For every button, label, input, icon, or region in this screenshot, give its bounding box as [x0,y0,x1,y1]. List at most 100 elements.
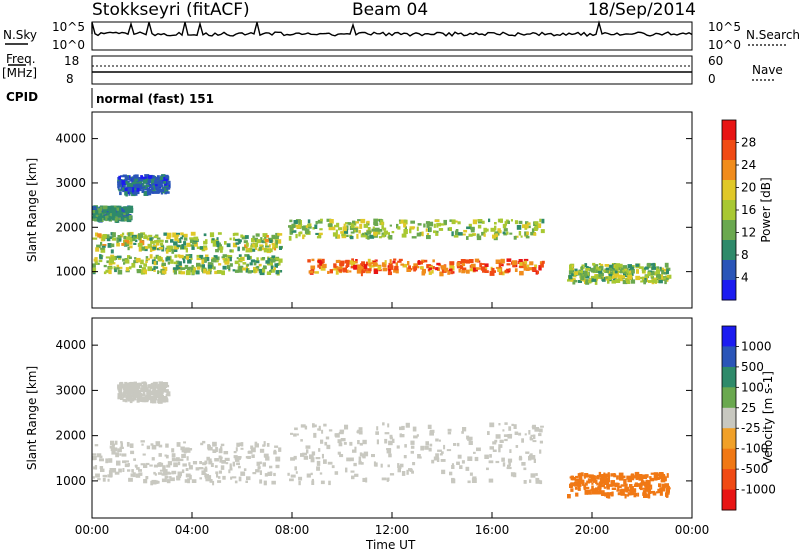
heatmap-cell [296,224,301,229]
heatmap-cell [129,390,135,395]
heatmap-cell [461,233,466,236]
heatmap-cell [166,256,171,261]
heatmap-cell [122,174,127,177]
heatmap-cell [210,463,214,467]
heatmap-cell [136,398,140,403]
heatmap-cell [250,447,256,453]
heatmap-cell [161,478,167,483]
heatmap-cell [129,256,132,259]
heatmap-cell [378,229,383,232]
heatmap-cell [108,470,113,475]
heatmap-cell [120,441,123,444]
heatmap-cell [498,423,501,426]
heatmap-cell [171,249,175,254]
heatmap-cell [610,494,614,497]
heatmap-cell [387,271,392,276]
heatmap-cell [518,259,523,263]
heatmap-cell [525,235,530,239]
heatmap-cell [196,254,202,258]
heatmap-cell [435,267,439,271]
heatmap-cell [198,264,204,268]
heatmap-cell [321,258,325,264]
heatmap-cell [435,438,439,442]
heatmap-cell [321,263,327,269]
heatmap-cell [146,258,150,261]
heatmap-cell [154,396,158,401]
heatmap-cell [277,233,283,236]
heatmap-cell [264,454,268,458]
heatmap-cell [462,427,467,432]
heatmap-cell [120,396,123,400]
heatmap-cell [619,476,624,481]
heatmap-cell [498,447,501,453]
heatmap-cell [635,263,640,267]
heatmap-cell [346,457,351,462]
heatmap-cell [184,264,189,269]
heatmap-cell [600,276,603,280]
heatmap-cell [111,216,117,221]
heatmap-cell [336,234,341,239]
heatmap-cell [518,220,523,225]
heatmap-cell [132,396,137,401]
heatmap-cell [650,490,656,493]
heatmap-cell [232,269,236,272]
heatmap-cell [240,471,246,476]
heatmap-cell [345,222,349,225]
heatmap-cell [389,259,392,264]
heatmap-cell [366,261,369,266]
heatmap-cell [604,493,607,497]
heatmap-cell [154,240,159,244]
heatmap-cell [191,245,195,250]
heatmap-cell [402,219,408,225]
heatmap-cell [231,476,237,479]
heatmap-cell [397,468,401,473]
heatmap-cell [387,477,390,481]
heatmap-cell [200,442,204,446]
heatmap-cell [613,273,618,279]
heatmap-cell [261,241,267,244]
heatmap-cell [467,456,473,461]
heatmap-cell [210,238,215,244]
heatmap-cell [585,486,590,490]
heatmap-cell [188,254,193,258]
heatmap-cell [126,216,130,220]
heatmap-cell [373,269,379,274]
heatmap-cell [137,394,140,399]
heatmap-cell [598,481,603,486]
heatmap-cell [515,235,519,238]
heatmap-cell [229,257,232,262]
heatmap-cell [594,280,598,285]
heatmap-cell [534,223,540,228]
heatmap-cell [502,223,507,229]
heatmap-cell [455,220,458,223]
heatmap-cell [238,254,242,257]
colorbar-segment [722,160,736,181]
heatmap-cell [183,441,186,444]
heatmap-cell [633,475,638,479]
heatmap-cell [111,450,116,455]
heatmap-cell [176,235,179,239]
heatmap-cell [196,262,201,268]
heatmap-cell [534,427,540,432]
heatmap-cell [435,230,439,233]
heatmap-cell [591,485,594,491]
heatmap-cell [367,258,371,263]
heatmap-cell [273,449,277,454]
heatmap-cell [266,248,270,252]
heatmap-cell [470,263,476,269]
heatmap-cell [288,235,292,241]
heatmap-cell [245,265,248,268]
heatmap-cell [123,392,127,397]
heatmap-cell [360,218,366,224]
heatmap-cell [241,235,246,238]
heatmap-cell [346,269,349,273]
heatmap-cell [617,263,623,268]
heatmap-cell [165,454,169,459]
heatmap-cell [217,480,222,483]
heatmap-cell [475,267,479,270]
heatmap-cell [147,266,153,272]
heatmap-cell [392,438,395,443]
heatmap-cell [524,433,527,436]
heatmap-cell [609,274,612,278]
